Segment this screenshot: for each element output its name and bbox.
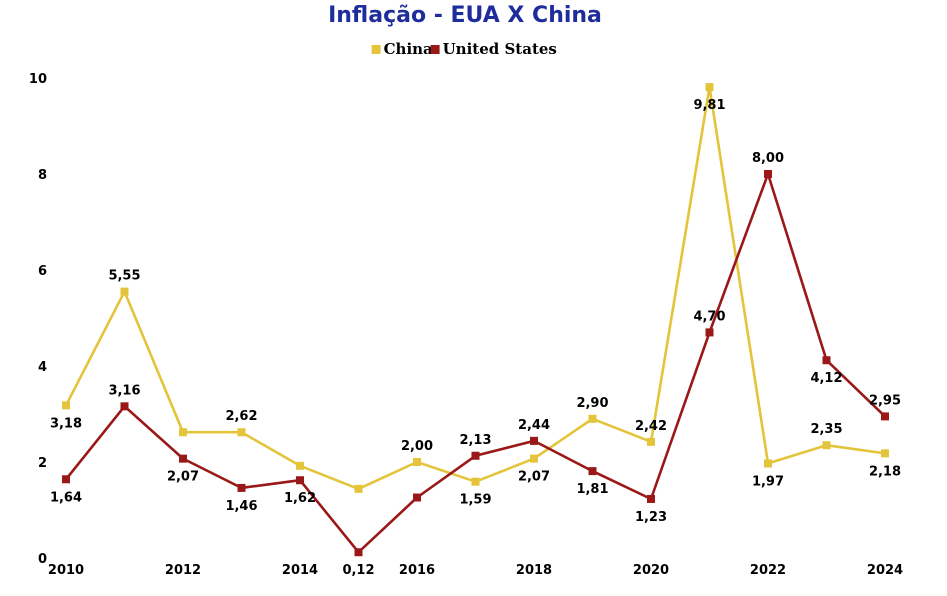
data-point-united-states: [179, 454, 187, 463]
x-tick-label: 2014: [282, 563, 318, 578]
data-label-united-states: 1,64: [50, 490, 82, 505]
data-point-united-states: [62, 475, 70, 484]
data-point-china: [881, 449, 889, 458]
data-label-china: 2,18: [869, 464, 901, 479]
data-label-china: 2,35: [810, 422, 842, 437]
y-tick-label: 0: [38, 552, 47, 567]
data-point-united-states: [530, 436, 538, 445]
y-tick-label: 2: [38, 456, 47, 471]
data-point-united-states: [471, 451, 480, 460]
data-label-united-states: 1,46: [225, 499, 257, 514]
data-label-china: 2,90: [576, 396, 608, 411]
legend-swatch-united-states: [430, 45, 440, 54]
data-point-china: [120, 287, 129, 296]
data-label-united-states: 3,16: [108, 383, 140, 398]
data-label-china: 2,62: [225, 409, 257, 424]
data-label-china: 2,07: [518, 470, 550, 485]
legend-swatch-china: [371, 45, 381, 54]
data-label-china: 2,42: [635, 419, 667, 434]
data-point-united-states: [354, 548, 363, 557]
data-point-china: [354, 484, 363, 493]
data-label-united-states: 2,95: [869, 393, 901, 408]
x-tick-label: 2020: [633, 563, 669, 578]
series-layer: [62, 83, 889, 557]
data-label-china: 2,00: [401, 439, 433, 454]
data-point-china: [530, 454, 538, 463]
data-label-united-states: 4,12: [810, 371, 842, 386]
y-tick-label: 6: [38, 264, 47, 279]
data-point-china: [413, 458, 421, 466]
data-point-china: [296, 461, 304, 470]
data-point-china: [588, 414, 597, 423]
data-label-united-states: 2,13: [459, 433, 491, 448]
data-label-china: 5,55: [108, 269, 140, 284]
data-point-china: [764, 459, 772, 468]
data-label-united-states: 1,23: [635, 510, 667, 525]
data-point-china: [179, 428, 187, 437]
x-tick-label: 2018: [516, 563, 552, 578]
series-united-states: [62, 170, 889, 557]
data-label-china: 3,18: [50, 416, 82, 431]
x-tick-label: 2012: [165, 563, 201, 578]
data-label-united-states: 0,12: [342, 563, 374, 578]
data-label-china: 1,97: [752, 474, 784, 489]
data-label-united-states: 2,07: [167, 470, 199, 485]
legend-label-china: China: [384, 40, 433, 58]
series-line-china: [64, 85, 886, 491]
data-label-china: 1,59: [459, 493, 491, 508]
x-tick-label: 2024: [867, 563, 903, 578]
series-china: [62, 83, 889, 493]
data-point-united-states: [588, 467, 597, 476]
data-point-china: [705, 83, 714, 92]
data-point-united-states: [413, 493, 421, 502]
data-point-united-states: [822, 356, 831, 365]
data-point-china: [647, 437, 655, 446]
axes: 0 2 4 6 8 10 2010 2012 2014 2016 2018 2020 2022 2024: [29, 72, 903, 578]
data-label-china: 9,81: [693, 98, 725, 113]
data-point-united-states: [705, 328, 714, 337]
data-label-united-states: 1,62: [284, 491, 316, 506]
data-point-united-states: [881, 412, 889, 421]
data-point-united-states: [120, 402, 129, 411]
data-point-china: [237, 428, 246, 437]
data-label-united-states: 8,00: [752, 151, 784, 166]
data-point-china: [471, 477, 480, 486]
data-point-china: [822, 441, 831, 450]
data-label-united-states: 2,44: [518, 418, 550, 433]
data-labels: 3,18 5,55 2,62 2,00 1,59 2,07 2,90 2,42 9,81 1,97…: [50, 98, 901, 578]
y-tick-label: 4: [38, 360, 47, 375]
legend: China United States: [371, 40, 557, 58]
chart-title: Inflação - EUA X China: [328, 3, 602, 28]
y-tick-label: 10: [29, 72, 47, 87]
data-label-united-states: 4,70: [693, 309, 725, 324]
legend-label-united-states: United States: [443, 40, 557, 58]
y-tick-label: 8: [38, 168, 47, 183]
x-tick-label: 2016: [399, 563, 435, 578]
data-point-china: [62, 401, 70, 410]
x-tick-label: 2010: [48, 563, 84, 578]
data-point-united-states: [237, 483, 246, 492]
data-point-united-states: [764, 170, 772, 178]
data-point-united-states: [296, 476, 304, 485]
x-tick-label: 2022: [750, 563, 786, 578]
data-point-united-states: [647, 494, 655, 503]
data-label-united-states: 1,81: [576, 482, 608, 497]
